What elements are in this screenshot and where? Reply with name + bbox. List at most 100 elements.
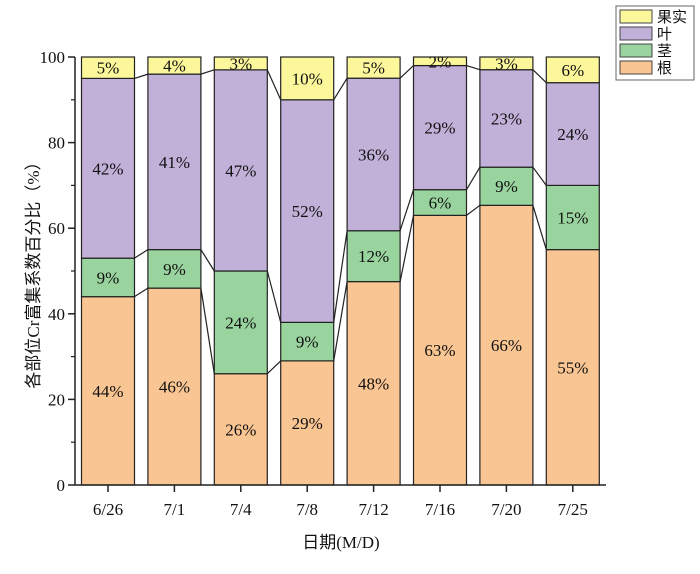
bar-segment-根 <box>412 214 468 486</box>
bar-segment-叶 <box>545 82 600 187</box>
bar-segment-茎 <box>412 189 468 216</box>
x-tick-label: 7/4 <box>230 500 252 519</box>
y-tick-label: 80 <box>48 134 65 153</box>
bar-segment-叶 <box>346 77 401 232</box>
legend-label: 茎 <box>657 43 672 60</box>
x-ticks: 6/26 7/1 7/4 7/8 7/12 7/16 7/20 7/25 <box>93 485 588 519</box>
bar-segment-果实 <box>147 56 202 75</box>
y-tick-label: 100 <box>40 48 66 67</box>
data-label: 4% <box>163 57 186 76</box>
bar-segment-根 <box>346 280 401 486</box>
data-label: 66% <box>491 336 522 355</box>
connector-lines <box>134 64 547 375</box>
data-label: 29% <box>292 414 323 433</box>
connector-line <box>333 230 348 323</box>
data-label: 55% <box>557 358 588 377</box>
bars <box>80 56 600 486</box>
data-label: 26% <box>225 420 256 439</box>
bar-segment-叶 <box>412 64 468 191</box>
legend-label: 叶 <box>657 26 672 43</box>
connector-line <box>465 166 481 190</box>
connector-line <box>399 65 414 79</box>
connector-line <box>333 281 348 361</box>
data-label: 12% <box>358 247 389 266</box>
data-label: 6% <box>429 194 452 213</box>
legend-swatch-果实 <box>619 9 653 24</box>
bar-segment-果实 <box>280 56 335 101</box>
connector-line <box>134 249 149 259</box>
data-label: 9% <box>296 333 319 352</box>
data-label: 23% <box>491 109 522 128</box>
connector-line <box>134 73 149 79</box>
bar-segment-茎 <box>280 321 335 362</box>
data-label: 29% <box>424 119 455 138</box>
bar-segment-茎 <box>479 166 534 206</box>
bar-segment-茎 <box>80 257 136 298</box>
data-label: 44% <box>92 382 123 401</box>
x-axis-title: 日期(M/D) <box>302 533 379 552</box>
data-label: 52% <box>292 202 323 221</box>
y-tick-label: 60 <box>48 219 65 238</box>
data-label: 63% <box>424 341 455 360</box>
data-labels: 44% 9% 42% 5% 46% 9% 41% 4% 26% 24% 47% 3% 29% 9% 52% 1… <box>92 52 588 439</box>
x-tick-label: 7/16 <box>425 500 455 519</box>
data-label: 5% <box>97 59 120 78</box>
data-label: 47% <box>225 161 256 180</box>
legend-swatch-根 <box>619 60 653 75</box>
bar-segment-果实 <box>545 56 600 84</box>
y-tick-label: 20 <box>48 390 65 409</box>
data-label: 6% <box>561 61 584 80</box>
connector-line <box>466 64 481 71</box>
data-label: 15% <box>557 209 588 228</box>
legend-swatch-叶 <box>619 26 653 41</box>
x-tick-label: 7/20 <box>491 500 521 519</box>
bar-segment-根 <box>80 296 136 486</box>
data-label: 9% <box>97 268 120 287</box>
connector-line <box>532 69 547 84</box>
bar-segment-茎 <box>346 230 401 283</box>
bar-segment-果实 <box>80 56 136 79</box>
bar-segment-果实 <box>213 56 268 71</box>
x-tick-label: 7/12 <box>358 500 388 519</box>
legend-label: 果实 <box>657 9 687 26</box>
bar-segment-叶 <box>479 69 534 168</box>
connector-line <box>466 204 481 216</box>
y-axis-title: 各部位Cr富集系数百分比（%） <box>24 153 43 388</box>
bar-segment-茎 <box>213 270 268 375</box>
data-label: 36% <box>358 145 389 164</box>
legend-swatch-茎 <box>619 43 653 58</box>
y-tick-label: 40 <box>48 305 65 324</box>
data-label: 10% <box>292 69 323 88</box>
bar-segment-根 <box>545 249 600 486</box>
connector-line <box>266 69 282 101</box>
data-label: 9% <box>495 177 518 196</box>
x-tick-label: 7/25 <box>558 500 588 519</box>
connector-line <box>266 270 282 323</box>
data-label: 24% <box>225 313 256 332</box>
data-label: 42% <box>92 159 123 178</box>
connector-line <box>399 215 415 282</box>
bar-segment-叶 <box>213 69 268 272</box>
connector-line <box>134 287 149 298</box>
data-label: 3% <box>495 54 518 73</box>
y-ticks: 0 20 40 60 80 100 <box>40 48 75 495</box>
data-label: 46% <box>159 378 190 397</box>
bar-segment-根 <box>479 204 534 486</box>
connector-line <box>200 288 215 374</box>
connector-line <box>200 249 215 272</box>
bar-segment-果实 <box>346 56 401 79</box>
data-label: 24% <box>557 125 588 144</box>
data-label: 3% <box>229 54 252 73</box>
bar-segment-根 <box>213 373 268 486</box>
legend-label: 根 <box>657 60 672 77</box>
x-tick-label: 7/8 <box>296 500 318 519</box>
data-label: 2% <box>429 52 452 71</box>
connector-line <box>200 69 215 75</box>
connector-line <box>266 360 282 375</box>
data-label: 41% <box>159 153 190 172</box>
bar-segment-根 <box>280 360 335 486</box>
bar-segment-叶 <box>280 99 335 323</box>
connector-line <box>532 166 547 186</box>
